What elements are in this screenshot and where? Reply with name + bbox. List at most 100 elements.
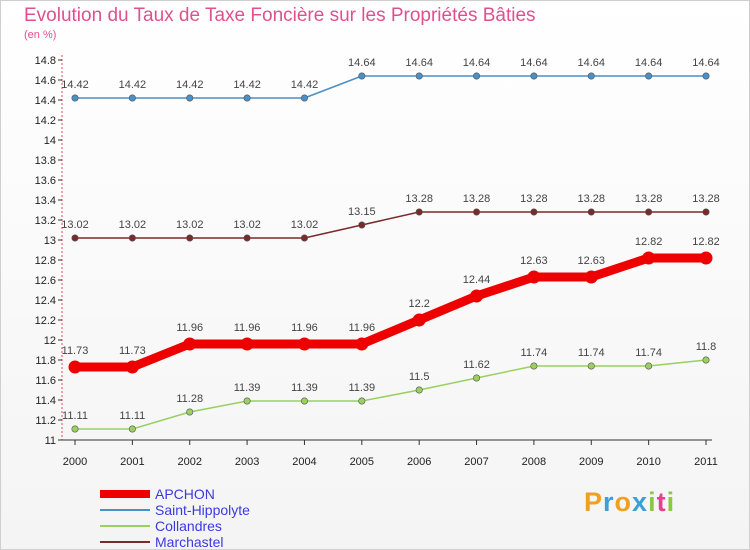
data-label: 11.96: [291, 322, 318, 334]
legend-label: Collandres: [155, 518, 222, 534]
data-point: [243, 94, 251, 102]
logo-letter: P: [584, 487, 604, 517]
data-point: [355, 337, 369, 351]
data-label: 13.02: [291, 219, 319, 231]
data-label: 13.28: [692, 193, 720, 205]
data-label: 13.02: [61, 219, 89, 231]
data-label: 13.02: [233, 219, 261, 231]
data-label: 11.96: [234, 322, 261, 334]
data-label: 11.39: [291, 382, 318, 394]
data-point: [300, 397, 308, 405]
data-point: [702, 72, 710, 80]
data-label: 11.74: [521, 347, 548, 359]
data-point: [128, 425, 136, 433]
legend-swatch: [100, 490, 150, 498]
logo-letter: i: [666, 487, 676, 517]
y-tick-label: 12.2: [35, 315, 56, 327]
data-point: [473, 72, 481, 80]
data-point: [128, 94, 136, 102]
data-point: [415, 72, 423, 80]
data-label: 11.96: [176, 322, 203, 334]
y-tick-label: 11.6: [35, 375, 56, 387]
y-tick-label: 12: [44, 335, 56, 347]
y-tick-label: 14: [44, 135, 56, 147]
data-label: 13.15: [348, 206, 376, 218]
series-line: [74, 359, 707, 430]
data-label: 11.11: [62, 410, 88, 422]
data-point: [358, 397, 366, 405]
logo-letter: t: [656, 487, 667, 517]
data-label: 12.82: [635, 236, 663, 248]
data-point: [243, 234, 251, 242]
x-tick-label: 2007: [464, 456, 488, 468]
x-tick-label: 2000: [63, 456, 87, 468]
y-tick-label: 11.4: [35, 395, 56, 407]
data-point: [587, 362, 595, 370]
y-tick-label: 14.8: [35, 55, 56, 67]
y-tick-label: 14.6: [35, 75, 56, 87]
data-label: 11.11: [119, 410, 145, 422]
logo-letter: o: [614, 487, 633, 517]
data-point: [530, 362, 538, 370]
data-label: 14.64: [692, 57, 720, 69]
data-label: 13.28: [405, 193, 433, 205]
logo-letter: x: [632, 487, 649, 517]
data-label: 11.62: [463, 359, 490, 371]
data-point: [473, 208, 481, 216]
data-label: 13.02: [176, 219, 204, 231]
x-tick-label: 2009: [579, 456, 603, 468]
data-label: 13.28: [635, 193, 663, 205]
y-tick-label: 11.2: [35, 415, 56, 427]
data-point: [530, 208, 538, 216]
data-label: 11.74: [635, 347, 662, 359]
logo-letter: i: [648, 487, 657, 517]
data-label: 11.73: [62, 345, 89, 357]
x-tick-label: 2002: [177, 456, 201, 468]
data-point: [473, 374, 481, 382]
data-point: [527, 270, 541, 284]
y-tick-label: 11: [45, 435, 56, 447]
x-tick-label: 2005: [350, 456, 374, 468]
x-tick-label: 2008: [522, 456, 546, 468]
data-point: [300, 234, 308, 242]
data-label: 11.39: [234, 382, 261, 394]
data-label: 11.28: [176, 393, 203, 405]
data-label: 11.8: [696, 341, 717, 353]
data-label: 11.73: [119, 345, 146, 357]
series-line: [74, 211, 707, 239]
chart-title: Evolution du Taux de Taxe Foncière sur l…: [24, 5, 536, 26]
data-point: [699, 251, 713, 265]
x-tick-label: 2010: [636, 456, 660, 468]
data-point: [587, 72, 595, 80]
data-label: 13.28: [463, 193, 491, 205]
data-point: [530, 72, 538, 80]
data-point: [71, 234, 79, 242]
data-point: [642, 251, 656, 265]
data-label: 12.44: [463, 274, 491, 286]
legend-swatch: [100, 525, 150, 527]
data-point: [702, 356, 710, 364]
data-point: [186, 94, 194, 102]
data-label: 14.64: [520, 57, 548, 69]
y-tick-label: 14.4: [35, 95, 56, 107]
y-tick-label: 13.2: [35, 215, 56, 227]
y-tick-label: 13.4: [35, 195, 56, 207]
logo-letter: r: [603, 487, 615, 517]
data-label: 12.63: [578, 255, 606, 267]
data-label: 14.42: [291, 79, 319, 91]
data-point: [415, 386, 423, 394]
y-tick-label: 12.8: [35, 255, 56, 267]
data-point: [297, 337, 311, 351]
series-marchastel: [71, 208, 710, 242]
data-point: [125, 360, 139, 374]
data-point: [240, 337, 254, 351]
data-point: [300, 94, 308, 102]
data-point: [183, 337, 197, 351]
x-tick-label: 2006: [407, 456, 431, 468]
data-label: 12.2: [408, 298, 429, 310]
series-collandres: [71, 356, 710, 433]
data-label: 14.64: [405, 57, 433, 69]
y-tick-label: 14.2: [35, 115, 56, 127]
data-label: 14.42: [61, 79, 89, 91]
